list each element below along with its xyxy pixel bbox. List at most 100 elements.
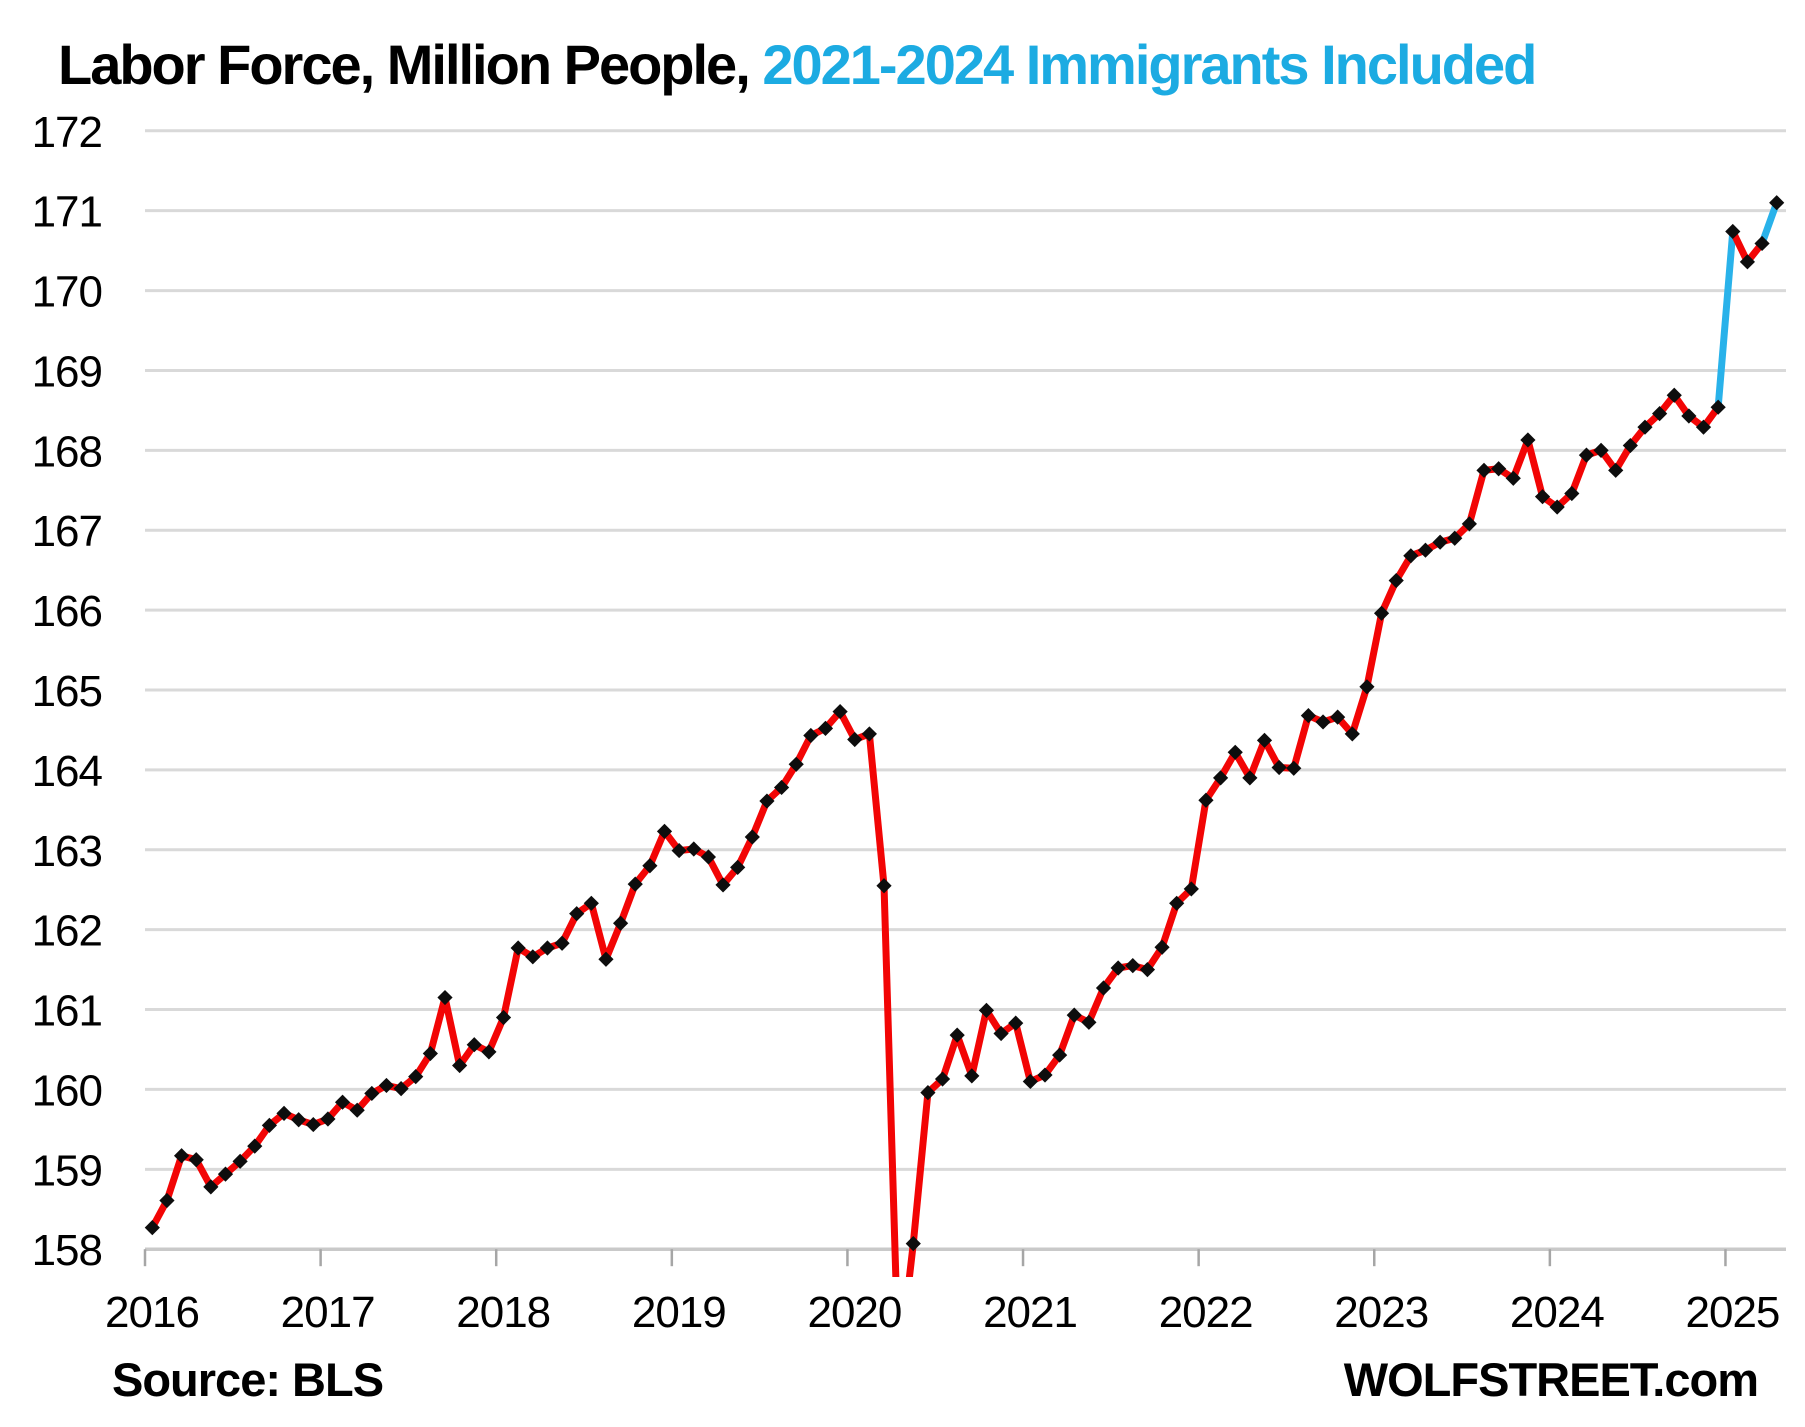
- page-title-main: Labor Force, Million People,: [58, 33, 763, 96]
- data-point-marker: [452, 1057, 468, 1074]
- wolfstreet-watermark: WOLFSTREET.com: [1343, 1353, 1759, 1406]
- x-tick-label: 2019: [632, 1288, 726, 1337]
- data-point-marker: [1330, 709, 1346, 725]
- data-point-marker: [656, 823, 673, 839]
- data-point-marker: [1505, 470, 1521, 486]
- data-point-marker: [847, 731, 863, 748]
- y-tick-label: 158: [32, 1226, 102, 1275]
- data-point-marker: [1710, 399, 1726, 415]
- data-point-marker: [466, 1037, 482, 1053]
- data-point-marker: [671, 842, 687, 859]
- data-point-marker: [1534, 489, 1551, 505]
- data-point-marker: [598, 951, 614, 967]
- data-point-marker: [876, 878, 892, 894]
- data-point-marker: [1154, 939, 1170, 955]
- data-point-marker: [1052, 1047, 1068, 1063]
- data-point-marker: [1564, 485, 1580, 502]
- data-point-marker: [1461, 516, 1477, 532]
- y-tick-label: 169: [32, 347, 102, 396]
- data-point-marker: [934, 1071, 951, 1087]
- series-line-blue: [1758, 199, 1781, 247]
- data-point-marker: [817, 720, 834, 736]
- data-point-marker: [144, 1220, 160, 1236]
- data-point-marker: [832, 703, 848, 720]
- data-point-marker: [1403, 548, 1419, 564]
- data-point-marker: [364, 1085, 380, 1102]
- data-point-marker: [730, 859, 746, 875]
- data-point-marker: [1491, 461, 1507, 477]
- data-point-marker: [1315, 714, 1331, 730]
- source-label: Source: BLS: [112, 1353, 384, 1406]
- data-point-marker: [686, 841, 702, 857]
- data-point-marker: [949, 1027, 965, 1043]
- data-point-marker: [1183, 881, 1199, 897]
- y-tick-label: 170: [32, 268, 102, 317]
- y-tick-label: 159: [32, 1146, 102, 1195]
- data-point-marker: [422, 1045, 438, 1062]
- data-point-marker: [1286, 760, 1302, 776]
- data-point-marker: [788, 756, 804, 772]
- data-point-marker: [1725, 223, 1741, 240]
- data-point-marker: [891, 1363, 906, 1378]
- data-point-marker: [920, 1085, 936, 1101]
- data-point-marker: [1227, 744, 1243, 760]
- data-point-marker: [583, 895, 599, 911]
- data-point-marker: [525, 949, 541, 965]
- data-point-marker: [1417, 542, 1434, 558]
- y-tick-label: 168: [32, 427, 102, 476]
- data-point-marker: [1695, 419, 1712, 435]
- data-point-marker: [247, 1138, 263, 1154]
- data-point-marker: [1637, 419, 1653, 435]
- data-point-marker: [1256, 732, 1273, 748]
- data-point-marker: [408, 1069, 424, 1085]
- data-point-marker: [393, 1081, 409, 1097]
- y-tick-label: 172: [32, 108, 102, 157]
- data-point-marker: [1447, 530, 1463, 546]
- data-point-marker: [1373, 605, 1390, 621]
- data-point-marker: [1578, 447, 1595, 463]
- data-point-marker: [1022, 1073, 1038, 1090]
- data-point-marker: [1110, 960, 1126, 976]
- x-tick-label: 2023: [1334, 1288, 1428, 1337]
- data-point-marker: [1608, 462, 1624, 478]
- data-point-marker: [378, 1077, 395, 1094]
- data-point-marker: [1476, 462, 1492, 478]
- data-point-marker: [1242, 770, 1258, 786]
- x-tick-label: 2020: [807, 1288, 901, 1337]
- data-point-marker: [1095, 980, 1112, 996]
- data-point-marker: [1066, 1007, 1082, 1023]
- y-tick-label: 163: [32, 827, 102, 876]
- data-point-marker: [993, 1025, 1009, 1042]
- data-point-marker: [437, 989, 453, 1006]
- x-tick-label: 2017: [281, 1288, 375, 1337]
- data-point-marker: [1739, 254, 1756, 270]
- data-point-marker: [334, 1094, 351, 1110]
- data-point-marker: [1432, 534, 1448, 550]
- y-tick-label: 160: [32, 1066, 102, 1115]
- data-point-marker: [217, 1166, 234, 1182]
- data-point-marker: [173, 1148, 190, 1164]
- data-point-marker: [1300, 707, 1316, 724]
- x-tick-label: 2016: [105, 1288, 199, 1337]
- x-tick-label: 2021: [983, 1288, 1077, 1337]
- data-point-marker: [232, 1153, 248, 1169]
- data-point-marker: [291, 1112, 307, 1128]
- data-point-marker: [539, 940, 556, 956]
- data-point-marker: [1359, 679, 1375, 695]
- data-point-marker: [305, 1116, 321, 1133]
- y-tick-label: 164: [32, 747, 103, 796]
- data-point-marker: [1125, 958, 1141, 974]
- data-point-marker: [1520, 432, 1536, 448]
- data-point-marker: [1652, 405, 1668, 422]
- data-point-marker: [642, 858, 658, 874]
- y-tick-label: 166: [32, 587, 102, 636]
- data-point-marker: [861, 726, 877, 742]
- series-group: [144, 195, 1785, 1378]
- y-tick-label: 162: [32, 907, 102, 956]
- data-point-marker: [203, 1179, 219, 1195]
- data-point-marker: [773, 779, 790, 796]
- data-point-marker: [1666, 387, 1682, 403]
- data-point-marker: [715, 877, 731, 893]
- data-point-marker: [700, 849, 717, 865]
- data-point-marker: [510, 940, 526, 956]
